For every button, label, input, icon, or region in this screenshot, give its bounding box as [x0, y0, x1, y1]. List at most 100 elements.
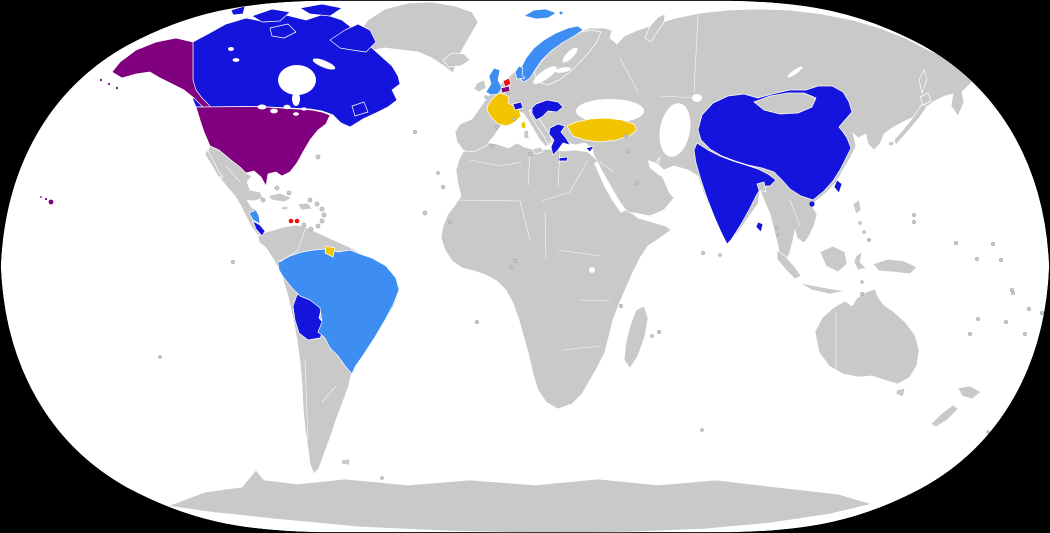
marker-madeira: [436, 171, 440, 175]
usa-aleutian-speck-2: [107, 82, 111, 86]
marker-monaco: [512, 117, 516, 121]
marker-antilles-8: [301, 222, 307, 228]
marker-belize: [260, 197, 266, 203]
usa-aleutian-speck-3: [115, 86, 119, 90]
country-sri-lanka: [755, 221, 764, 233]
country-madagascar: [623, 305, 649, 369]
country-netherlands: [502, 77, 512, 88]
marker-tonga-2: [967, 331, 973, 337]
james-bay: [292, 92, 300, 106]
country-mongolia: [753, 92, 817, 115]
red-countries: [288, 77, 512, 224]
marker-kerguelen: [700, 428, 704, 432]
marker-niue: [1022, 331, 1028, 337]
island-kyushu: [887, 140, 895, 147]
marker-andaman-1: [775, 226, 779, 230]
marker-timor: [860, 280, 864, 284]
marker-channel-islands: [484, 95, 488, 99]
marker-antilles-1: [307, 197, 313, 203]
country-jamaica: [280, 205, 289, 211]
region-baja-california: [204, 149, 224, 179]
island-novaya-zemlya: [644, 13, 666, 43]
island-sicily: [532, 146, 544, 155]
marker-fiji-2: [1039, 310, 1045, 316]
persian-gulf: [648, 160, 666, 176]
marker-antilles-3: [319, 206, 325, 212]
marker-fiji-1: [1026, 306, 1032, 312]
lake-baikal: [787, 66, 803, 78]
marker-tonga-1: [975, 316, 981, 322]
country-cuba: [267, 192, 293, 203]
marker-canary: [440, 184, 446, 190]
country-new-zealand-south: [930, 404, 959, 428]
country-denmark: [514, 65, 526, 80]
black-sea: [576, 99, 644, 123]
marker-malta: [527, 151, 533, 157]
island-borneo: [819, 245, 848, 273]
country-cyprus: [585, 145, 595, 153]
island-sumatra: [776, 249, 802, 280]
country-uk: [485, 67, 503, 96]
marker-luzon-islands-1: [858, 221, 862, 225]
gulf-of-bothnia: [562, 47, 578, 63]
country-norway: [518, 25, 584, 83]
canada-baffin-island: [329, 23, 377, 53]
country-usa-mainland: [195, 106, 331, 187]
marker-bahrain: [634, 180, 640, 186]
norway-svalbard: [523, 8, 557, 20]
canada-newfoundland: [351, 101, 369, 117]
usa-hawaii-marker: [48, 199, 54, 205]
country-iceland: [442, 52, 471, 68]
gulf-of-finland: [555, 67, 571, 73]
lakes: [228, 47, 803, 273]
marker-reunion: [650, 334, 654, 338]
canada-arctic-island-2: [251, 8, 291, 23]
marker-chatham: [986, 430, 990, 434]
great-slave-lake: [232, 58, 240, 62]
marker-jordan: [625, 148, 631, 154]
marker-antilles-6: [315, 223, 321, 229]
marker-andaman-2: [776, 233, 780, 237]
country-philippines: [852, 199, 862, 215]
marker-cape-verde: [422, 210, 428, 216]
country-trinidad-marker-2: [294, 218, 300, 224]
marker-sao-tome: [512, 258, 518, 264]
country-india: [693, 142, 777, 245]
island-tasmania: [895, 387, 906, 398]
marker-bermuda: [315, 154, 321, 160]
usa-hawaii-speck-2: [44, 197, 48, 201]
marker-samoa: [1003, 319, 1009, 325]
marker-andorra: [495, 125, 499, 129]
lake-victoria: [589, 267, 595, 273]
country-trinidad-marker-1: [288, 218, 294, 224]
country-ireland: [473, 79, 487, 93]
canada-victoria-island: [269, 23, 297, 39]
island-falklands: [340, 458, 351, 466]
marker-gambia: [447, 219, 453, 225]
hudson-bay: [278, 65, 316, 95]
country-hispaniola: [297, 202, 313, 211]
great-lake-huron: [283, 104, 291, 110]
marker-antilles-2: [314, 201, 320, 207]
norway-svalbard-speck: [559, 11, 563, 15]
marker-vanuatu: [1010, 290, 1016, 296]
country-china: [697, 85, 853, 201]
country-costa-rica: [252, 220, 266, 237]
marker-galapagos: [230, 259, 236, 265]
country-australia: [814, 288, 920, 385]
usa-hawaii-speck-1: [40, 196, 42, 198]
canada-arctic-island-3: [230, 5, 246, 16]
france-corsica: [520, 120, 527, 130]
marker-balearic: [489, 143, 495, 149]
great-lake-ontario: [301, 107, 307, 111]
caspian-sea: [659, 103, 691, 157]
yellow-countries: [324, 92, 638, 258]
marker-mauritius: [656, 329, 662, 335]
marker-nauru: [974, 256, 980, 262]
country-switzerland: [512, 101, 524, 111]
marker-palau: [859, 291, 865, 297]
canada-arctic-island-1: [299, 3, 343, 17]
country-bangladesh: [756, 181, 767, 193]
france-french-guiana: [324, 245, 336, 258]
